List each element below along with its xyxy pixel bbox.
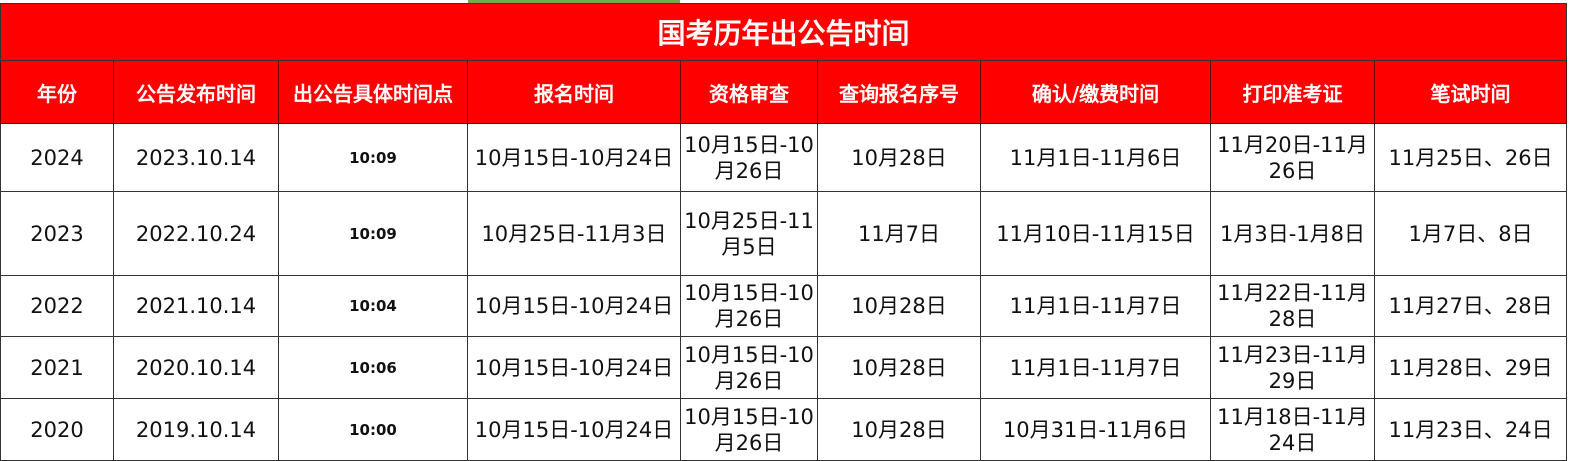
column-header: 资格审查: [680, 60, 818, 124]
table-cell: 10月15日-10月26日: [680, 275, 818, 337]
column-header: 报名时间: [467, 60, 681, 124]
column-header: 年份: [0, 60, 114, 124]
column-header: 笔试时间: [1373, 60, 1568, 124]
table-cell: 2020: [0, 398, 114, 461]
table-cell: 10月15日-10月24日: [467, 336, 681, 399]
table-cell: 10月15日-10月24日: [467, 275, 681, 337]
table-cell: 11月10日-11月15日: [980, 191, 1211, 276]
table-cell: 10月15日-10月26日: [680, 336, 818, 399]
table-cell: 2023: [0, 191, 114, 276]
table-cell: 2022.10.24: [113, 191, 279, 276]
table-row: 2021 2020.10.14 10:06 10月15日-10月24日 10月15日-1…: [0, 336, 1568, 399]
column-header: 打印准考证: [1210, 60, 1375, 124]
header-row: 年份 公告发布时间 出公告具体时间点 报名时间 资格审查 查询报名序号 确认/缴费时间 打印准…: [0, 60, 1568, 124]
table-cell: 2020.10.14: [113, 336, 279, 399]
table-cell: 11月22日-11月28日: [1210, 275, 1375, 337]
table-cell: 11月18日-11月24日: [1210, 398, 1375, 461]
table-row: 2024 2023.10.14 10:09 10月15日-10月24日 10月15日-1…: [0, 123, 1568, 192]
table-cell: 11月23日-11月29日: [1210, 336, 1375, 399]
table-cell: 11月1日-11月6日: [980, 123, 1211, 192]
table-cell: 10:06: [278, 336, 468, 399]
table-cell: 10月28日: [817, 398, 981, 461]
table-cell: 1月3日-1月8日: [1210, 191, 1375, 276]
table-cell: 10月31日-11月6日: [980, 398, 1211, 461]
table-cell: 11月1日-11月7日: [980, 275, 1211, 337]
column-header: 确认/缴费时间: [980, 60, 1211, 124]
table-cell: 10月15日-10月24日: [467, 398, 681, 461]
exam-schedule-table: 国考历年出公告时间 年份 公告发布时间 出公告具体时间点 报名时间 资格审查 查询报名序号…: [0, 3, 1568, 461]
table-cell: 2022: [0, 275, 114, 337]
table-cell: 2019.10.14: [113, 398, 279, 461]
table-row: 2022 2021.10.14 10:04 10月15日-10月24日 10月15日-1…: [0, 275, 1568, 337]
column-header: 公告发布时间: [113, 60, 279, 124]
table-title: 国考历年出公告时间: [0, 3, 1568, 61]
table-cell: 2024: [0, 123, 114, 192]
table-cell: 10月25日-11月3日: [467, 191, 681, 276]
table-cell: 10月25日-11月5日: [680, 191, 818, 276]
table-cell: 10:09: [278, 123, 468, 192]
table-cell: 10月28日: [817, 336, 981, 399]
table-cell: 11月23日、24日: [1373, 398, 1568, 461]
table-cell: 10:09: [278, 191, 468, 276]
table-cell: 11月7日: [817, 191, 981, 276]
selection-indicator: [468, 0, 680, 3]
table-cell: 2021.10.14: [113, 275, 279, 337]
table-cell: 1月7日、8日: [1373, 191, 1568, 276]
column-header: 查询报名序号: [817, 60, 981, 124]
table-cell: 10:00: [278, 398, 468, 461]
table-cell: 11月28日、29日: [1373, 336, 1568, 399]
table-cell: 10月28日: [817, 275, 981, 337]
table-cell: 11月27日、28日: [1373, 275, 1568, 337]
table-row: 2020 2019.10.14 10:00 10月15日-10月24日 10月15日-1…: [0, 398, 1568, 461]
table-cell: 11月1日-11月7日: [980, 336, 1211, 399]
table-cell: 11月20日-11月26日: [1210, 123, 1375, 192]
table-cell: 10月28日: [817, 123, 981, 192]
table-cell: 10月15日-10月26日: [680, 123, 818, 192]
table-cell: 10:04: [278, 275, 468, 337]
table-cell: 2023.10.14: [113, 123, 279, 192]
table-cell: 11月25日、26日: [1373, 123, 1568, 192]
table-cell: 2021: [0, 336, 114, 399]
column-header: 出公告具体时间点: [278, 60, 468, 124]
table-cell: 10月15日-10月26日: [680, 398, 818, 461]
table-cell: 10月15日-10月24日: [467, 123, 681, 192]
table-row: 2023 2022.10.24 10:09 10月25日-11月3日 10月25日-11…: [0, 191, 1568, 276]
